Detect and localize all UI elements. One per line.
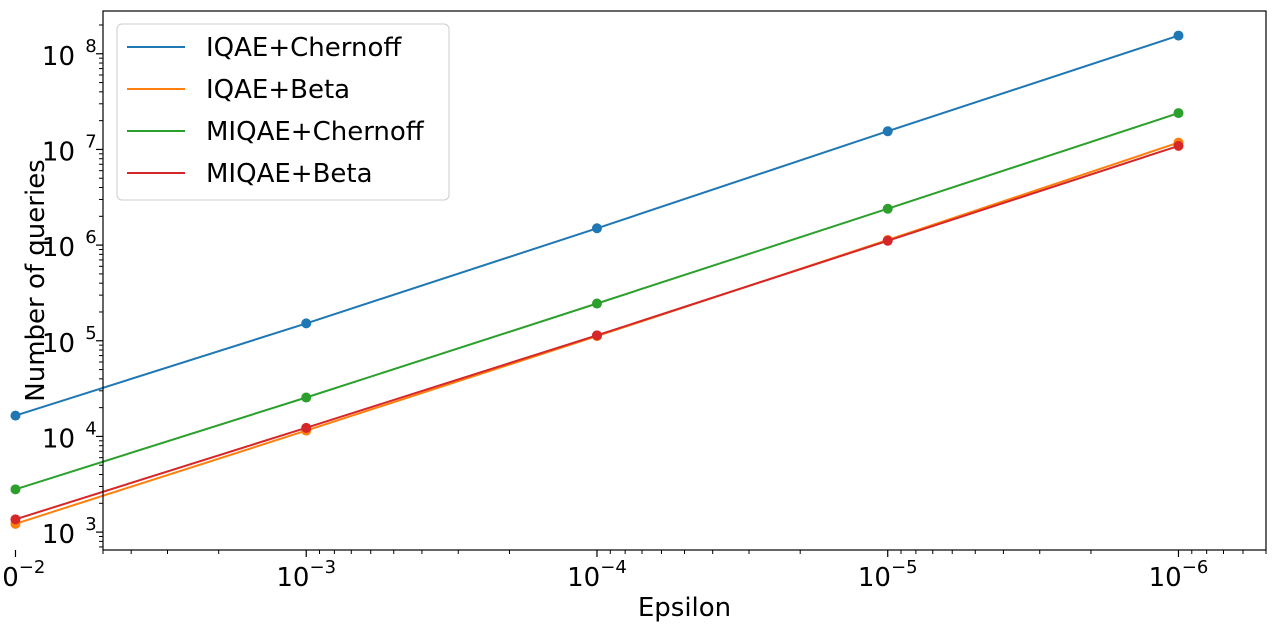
data-point xyxy=(301,422,312,433)
legend-label: IQAE+Chernoff xyxy=(206,33,402,63)
plot-area xyxy=(10,30,1184,529)
data-point xyxy=(10,514,21,525)
y-tick-exponent: 4 xyxy=(85,418,96,439)
x-tick-label: 10−3 xyxy=(276,557,336,593)
legend-item: MIQAE+Chernoff xyxy=(127,117,425,147)
legend-label: IQAE+Beta xyxy=(206,75,350,105)
series-2 xyxy=(10,108,1184,495)
y-tick-label: 10 xyxy=(42,424,75,454)
y-tick-label: 10 xyxy=(42,329,75,359)
x-tick-label: 10−6 xyxy=(1149,557,1209,593)
series-3 xyxy=(10,140,1184,525)
x-tick-label: 10−2 xyxy=(0,557,45,593)
y-tick-label: 10 xyxy=(42,520,75,550)
data-point xyxy=(591,330,602,341)
data-point xyxy=(882,235,893,246)
y-tick-exponent: 5 xyxy=(85,323,96,344)
data-point xyxy=(882,126,893,137)
y-tick-exponent: 8 xyxy=(85,36,96,57)
data-point xyxy=(10,410,21,421)
data-point xyxy=(301,318,312,329)
data-point xyxy=(301,392,312,403)
y-tick-exponent: 3 xyxy=(85,514,96,535)
legend: IQAE+Chernoff IQAE+Beta MIQAE+Chernoff MIQA… xyxy=(116,23,450,201)
data-point xyxy=(1173,140,1184,151)
legend-label: MIQAE+Beta xyxy=(206,159,373,189)
legend-item: IQAE+Beta xyxy=(127,75,350,105)
data-point xyxy=(591,298,602,309)
data-point xyxy=(882,203,893,214)
y-tick-label: 10 xyxy=(42,233,75,263)
y-tick-exponent: 7 xyxy=(85,131,96,152)
legend-label: MIQAE+Chernoff xyxy=(206,117,425,147)
legend-item: MIQAE+Beta xyxy=(127,159,373,189)
x-tick-label: 10−5 xyxy=(858,557,918,593)
x-tick-label: 10−4 xyxy=(567,557,627,593)
y-tick-exponent: 6 xyxy=(85,227,96,248)
legend-box xyxy=(116,23,450,201)
series-0 xyxy=(10,30,1184,421)
data-point xyxy=(1173,30,1184,41)
y-tick-label: 10 xyxy=(42,42,75,72)
data-point xyxy=(10,484,21,495)
x-axis-label: Epsilon xyxy=(638,593,731,623)
legend-item: IQAE+Chernoff xyxy=(127,33,402,63)
data-point xyxy=(591,223,602,234)
y-axis-label: Number of queries xyxy=(21,159,51,401)
y-tick-label: 10 xyxy=(42,137,75,167)
y-axis: 10 3 10 4 10 5 10 6 10 7 10 8 xyxy=(42,24,103,550)
x-axis: 10−2 10−3 10−4 10−5 10−6 xyxy=(0,550,1267,593)
data-point xyxy=(1173,108,1184,119)
